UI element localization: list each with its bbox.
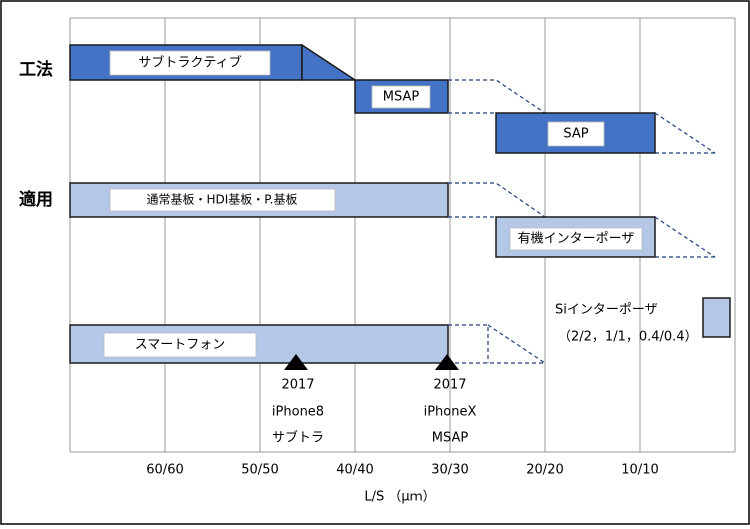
connector xyxy=(448,79,546,114)
si-range: （2/2，1/1，0.4/0.4） xyxy=(558,330,698,345)
bar-label-box xyxy=(509,227,643,251)
bar-label: サブトラクティブ xyxy=(138,55,241,71)
x-tick-label: 20/20 xyxy=(526,463,563,478)
bar-label-box xyxy=(103,332,257,358)
milestone-text: 2017 xyxy=(433,378,466,393)
milestone-marker xyxy=(284,354,308,370)
milestone-text: 2017 xyxy=(281,378,314,393)
si-box xyxy=(702,297,731,338)
x-tick-label: 40/40 xyxy=(336,463,373,478)
connector xyxy=(487,324,546,364)
row-label: 工法 xyxy=(19,59,53,80)
taper xyxy=(301,43,358,81)
milestone-text: iPhoneX xyxy=(424,405,477,420)
x-axis-title: L/S （μｍ） xyxy=(364,490,435,505)
milestone-text: MSAP xyxy=(432,431,469,446)
connector xyxy=(654,216,716,258)
bar-label: スマートフォン xyxy=(135,338,226,353)
connector xyxy=(448,324,489,363)
bar-label-box xyxy=(547,121,605,147)
connector xyxy=(448,182,546,218)
bar-label-box xyxy=(109,188,336,212)
bar-label: SAP xyxy=(563,127,588,142)
connector xyxy=(654,112,716,154)
bar-label-box xyxy=(371,85,431,109)
row-label: 適用 xyxy=(19,189,53,210)
x-tick-label: 60/60 xyxy=(146,463,183,478)
si-label: Siインターポーザ xyxy=(555,303,658,318)
x-tick-label: 50/50 xyxy=(241,463,278,478)
bar-label: 通常基板・HDI基板・P.基板 xyxy=(147,193,298,207)
x-tick-label: 30/30 xyxy=(431,463,468,478)
bar-label: MSAP xyxy=(383,90,420,105)
x-tick-label: 10/10 xyxy=(621,463,658,478)
milestone-text: サブトラ xyxy=(272,430,324,446)
milestone-marker xyxy=(435,354,459,370)
bar-label: 有機インターポーザ xyxy=(518,232,635,247)
milestone-text: iPhone8 xyxy=(272,405,324,420)
bar-label-box xyxy=(109,50,271,76)
